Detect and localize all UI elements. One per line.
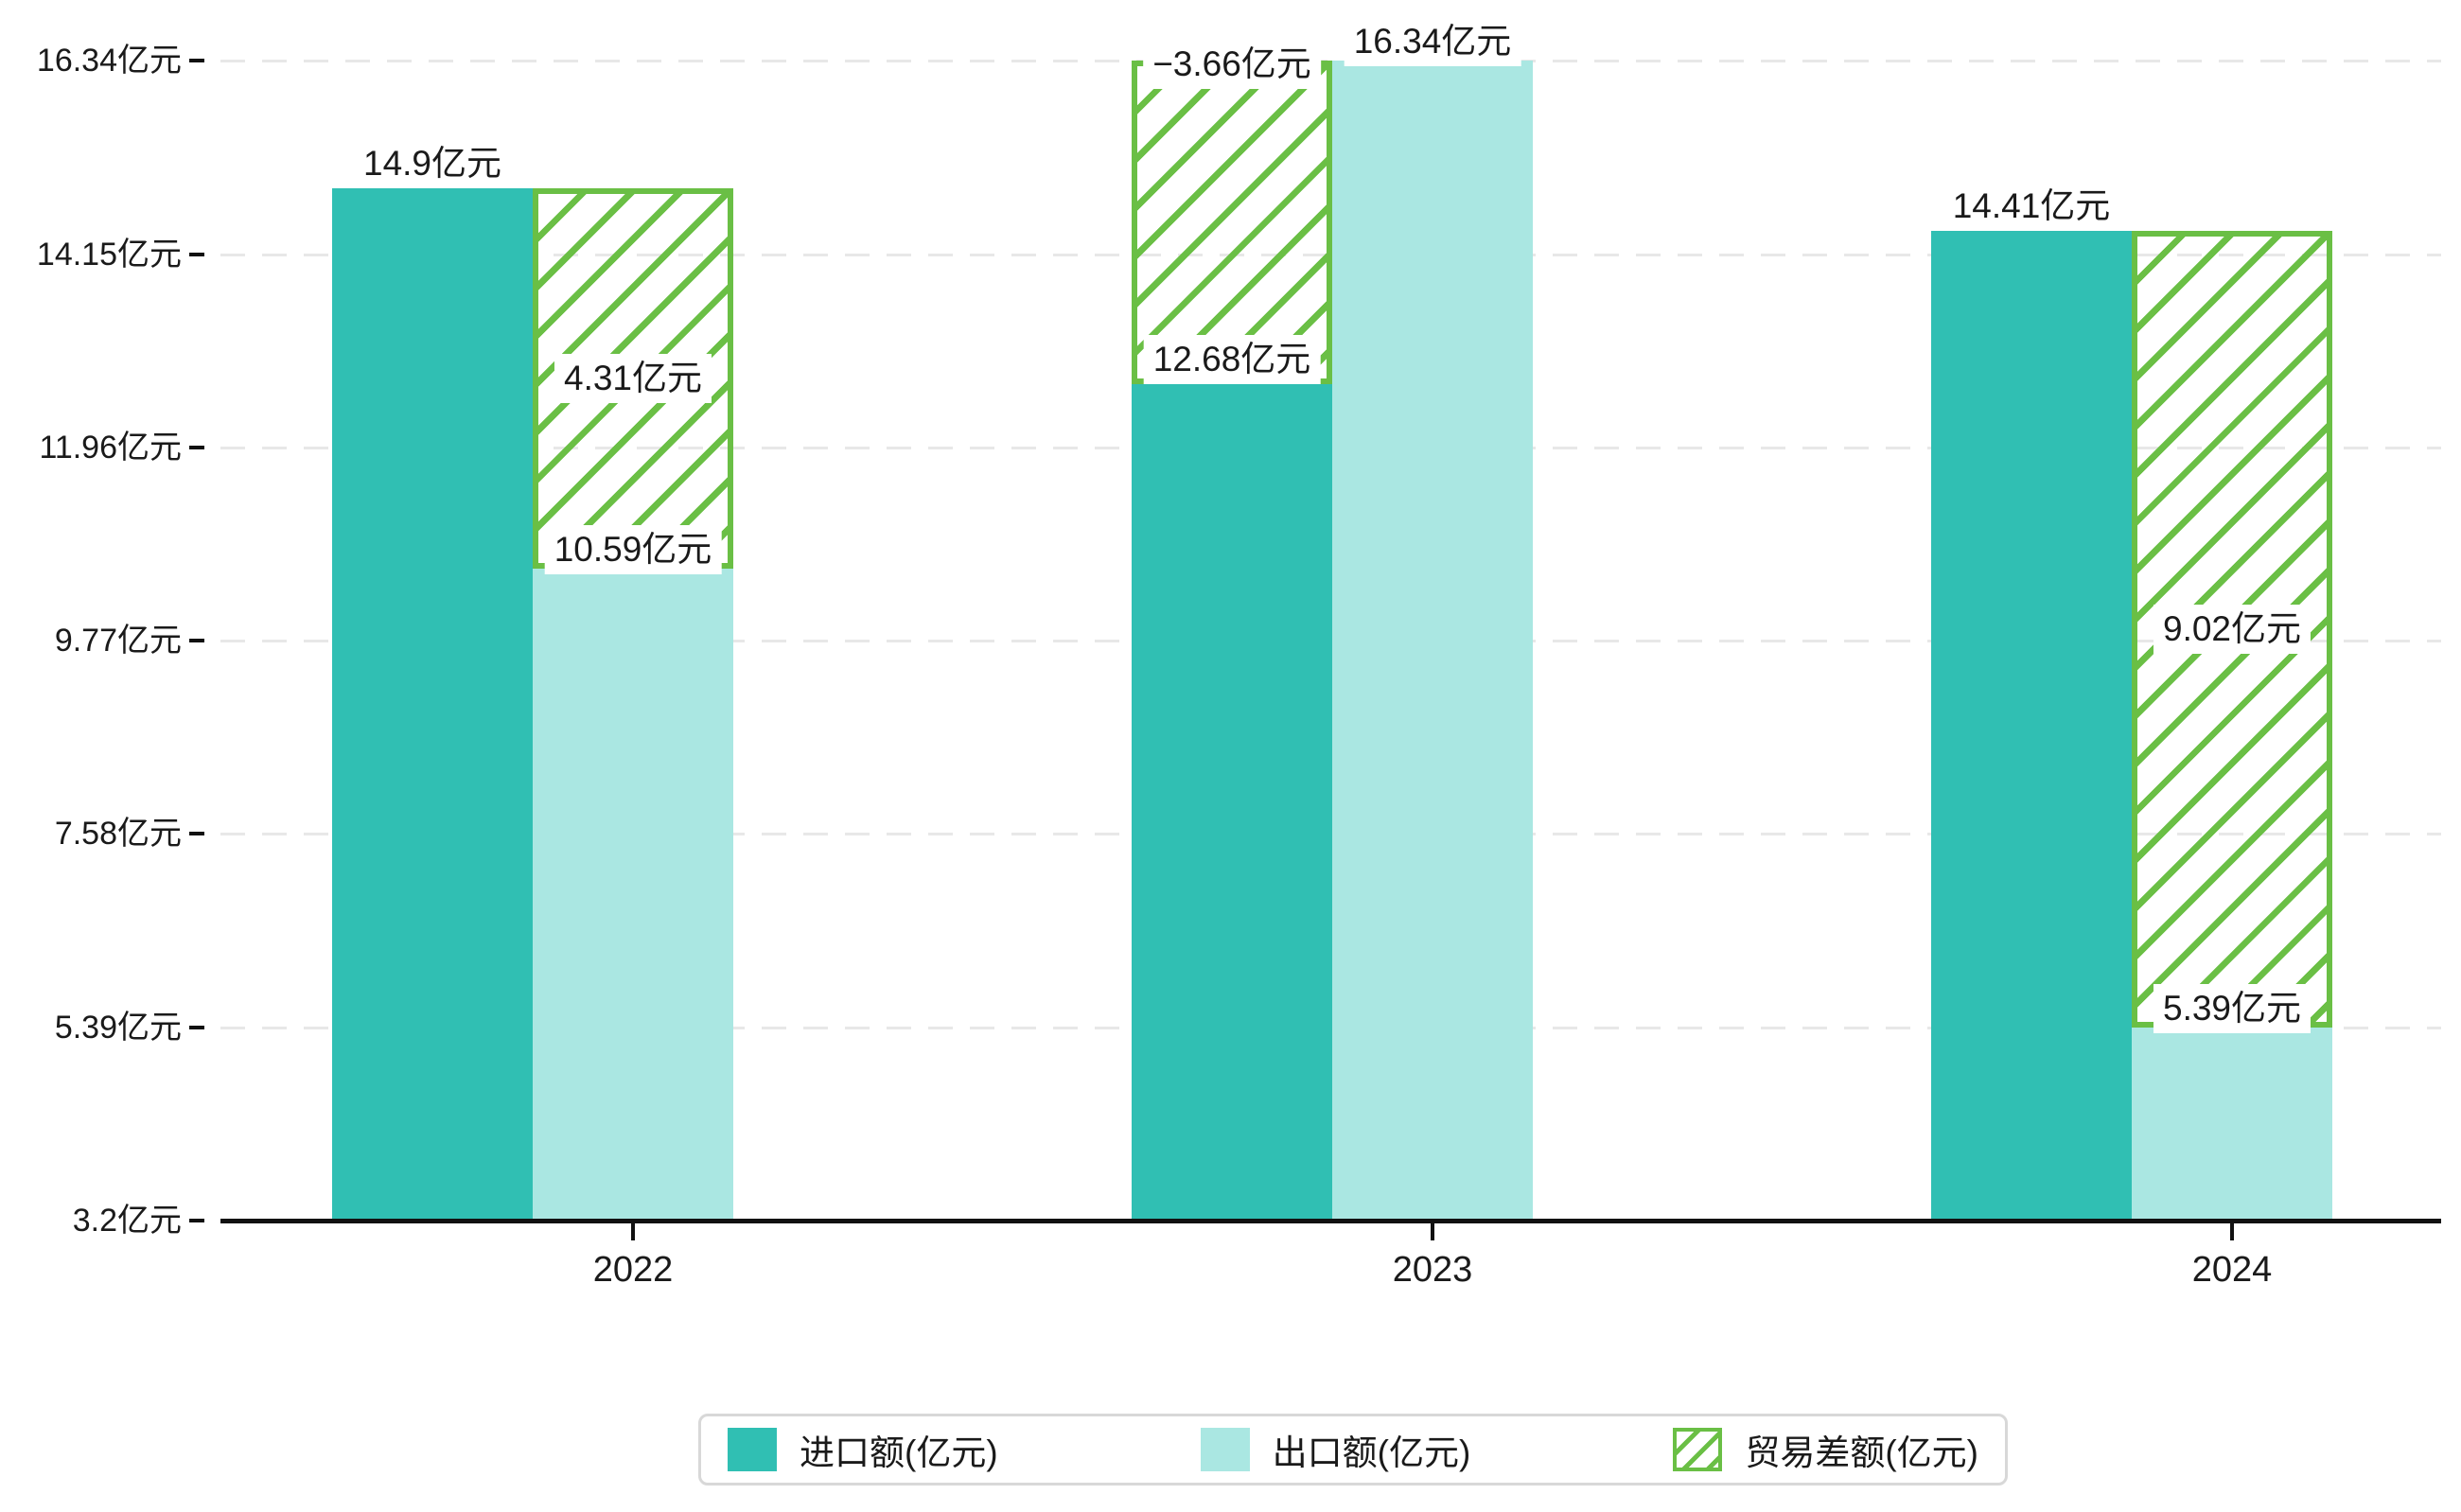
y-axis-tick xyxy=(189,59,204,63)
x-axis-tick xyxy=(1431,1222,1434,1240)
export-bar xyxy=(1332,61,1533,1221)
import-bar xyxy=(1931,231,2132,1221)
y-axis-tick xyxy=(189,639,204,643)
trade-balance-value-label: 4.31亿元 xyxy=(554,353,712,403)
legend-item-balance: 贸易差额(亿元) xyxy=(1673,1424,1978,1475)
x-axis-line xyxy=(220,1219,2441,1223)
legend: 进口额(亿元) 出口额(亿元) 贸易差额(亿元) xyxy=(698,1414,2008,1486)
y-axis-tick-label: 9.77亿元 xyxy=(54,623,182,659)
y-axis-tick-label: 5.39亿元 xyxy=(54,1009,182,1046)
x-axis-tick xyxy=(631,1222,635,1240)
import-value-label: 14.9亿元 xyxy=(353,138,512,188)
y-axis-tick-label: 14.15亿元 xyxy=(36,236,182,273)
y-axis-tick-label: 16.34亿元 xyxy=(36,43,182,79)
y-axis-tick xyxy=(189,445,204,449)
y-axis-tick xyxy=(189,252,204,256)
trade-balance-value-label: −3.66亿元 xyxy=(1143,40,1321,90)
y-axis-tick xyxy=(189,1219,204,1222)
export-value-label: 16.34亿元 xyxy=(1344,17,1521,67)
y-axis-tick xyxy=(189,832,204,836)
y-axis-tick-label: 3.2亿元 xyxy=(72,1203,182,1239)
export-value-label: 5.39亿元 xyxy=(2153,983,2312,1033)
import-bar xyxy=(332,187,533,1221)
import-swatch xyxy=(728,1428,777,1471)
export-swatch xyxy=(1200,1428,1250,1471)
x-axis-tick xyxy=(2230,1222,2234,1240)
y-axis-tick-label: 11.96亿元 xyxy=(39,429,182,466)
legend-item-import: 进口额(亿元) xyxy=(728,1424,998,1475)
import-bar xyxy=(1132,383,1332,1221)
x-axis-tick-label: 2024 xyxy=(2191,1250,2273,1290)
legend-item-export: 出口额(亿元) xyxy=(1200,1424,1471,1475)
x-axis-tick-label: 2023 xyxy=(1392,1250,1473,1290)
import-value-label: 14.41亿元 xyxy=(1942,182,2120,232)
legend-label-import: 进口额(亿元) xyxy=(800,1433,998,1472)
import-value-label: 12.68亿元 xyxy=(1143,334,1321,384)
legend-label-balance: 贸易差额(亿元) xyxy=(1745,1433,1978,1472)
trade-balance-value-label: 9.02亿元 xyxy=(2153,604,2312,654)
y-axis-tick-label: 7.58亿元 xyxy=(54,816,182,853)
export-bar xyxy=(533,568,733,1221)
trade-balance-hatch-swatch xyxy=(1673,1428,1723,1471)
y-axis-tick xyxy=(189,1025,204,1029)
export-bar xyxy=(2132,1027,2332,1221)
export-value-label: 10.59亿元 xyxy=(544,524,722,574)
legend-label-export: 出口额(亿元) xyxy=(1272,1433,1471,1472)
x-axis-tick-label: 2022 xyxy=(592,1250,674,1290)
